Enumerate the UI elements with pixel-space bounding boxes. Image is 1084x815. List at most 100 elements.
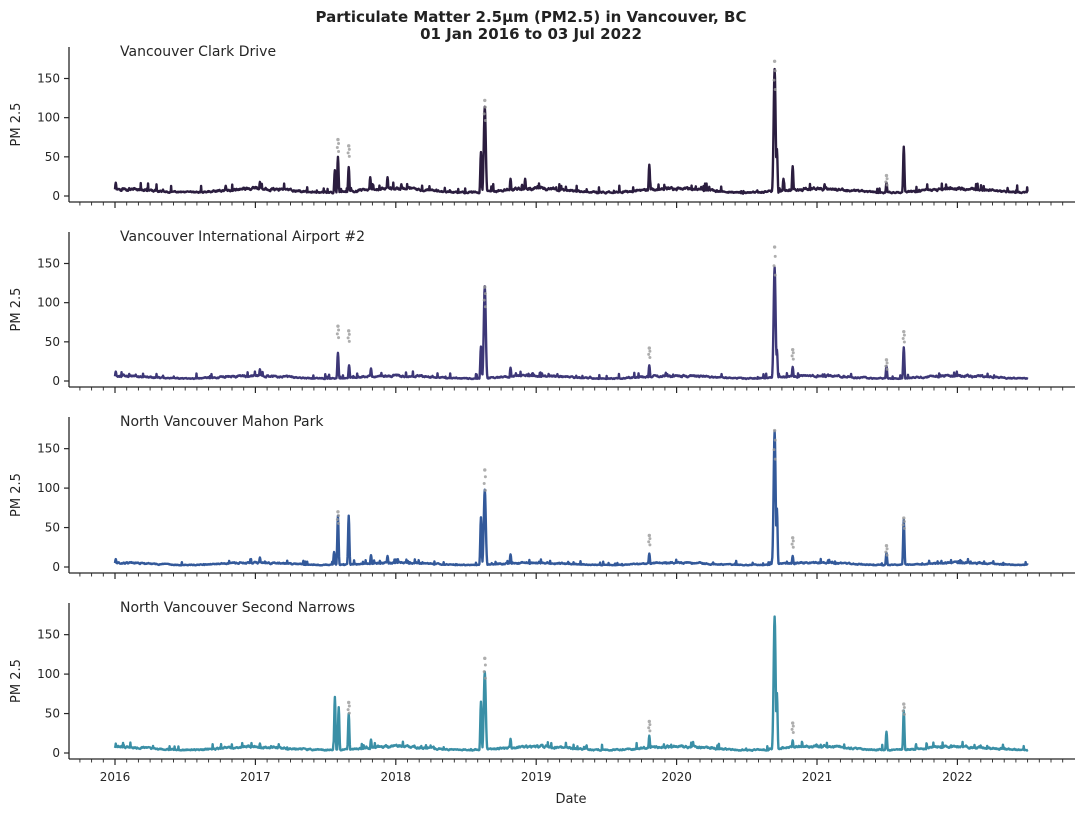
outlier-point [773,273,777,277]
outlier-point [885,547,889,551]
y-tick-label: 100 [37,296,60,310]
outlier-point [648,537,652,541]
outlier-point [483,663,487,667]
outlier-point [648,543,652,547]
panel-station-label: Vancouver International Airport #2 [120,229,365,245]
x-axis-tick-labels: 2016 2017 2018 2019 2020 2021 2022 [100,770,973,784]
panel-station-label: North Vancouver Mahon Park [120,414,324,430]
outlier-point [483,98,487,103]
outlier-point [884,544,889,548]
series-line [113,67,1029,195]
outlier-point [902,702,906,706]
outlier-point [773,254,777,258]
outlier-point [772,264,776,268]
outlier-point [772,448,776,452]
outlier-point [902,706,906,710]
outlier-point [772,245,777,249]
outlier-point [335,518,339,522]
outlier-point [901,709,905,713]
outlier-point [346,336,350,340]
outlier-point [791,351,795,355]
outlier-point [482,112,486,116]
y-axis-label: PM 2.5 [9,473,24,517]
y-tick-label: 150 [37,442,60,456]
outlier-point [884,550,888,554]
outlier-point [337,521,341,525]
panel-2: Vancouver International Airport #2 PM 2.5… [9,229,1075,393]
outlier-point [337,514,341,518]
outlier-point [647,352,651,356]
y-tick-label: 100 [37,111,60,125]
outlier-point [483,475,487,479]
outlier-point [482,482,486,486]
chart-title: Particulate Matter 2.5µm (PM2.5) in Vanc… [316,8,747,26]
outlier-point [885,367,889,371]
y-tick-label: 0 [52,189,60,203]
outlier-point [901,337,905,341]
outlier-point [483,105,487,109]
x-tick-label: 2017 [240,770,271,784]
outlier-point [337,328,341,332]
outlier-point [791,539,795,543]
outlier-point [346,708,350,712]
outlier-point [790,727,794,731]
outlier-point [347,329,351,333]
outlier-point [902,340,906,344]
outlier-point [648,723,652,727]
outlier-point [901,523,905,527]
outlier-point [336,510,340,514]
y-tick-label: 150 [37,628,60,642]
outlier-point [483,119,487,123]
outlier-point [902,333,906,337]
outlier-point [347,144,351,148]
x-tick-label: 2018 [381,770,412,784]
outlier-point [902,526,906,530]
outlier-point [791,357,795,361]
outlier-point [347,154,351,158]
y-axis-label: PM 2.5 [9,659,24,703]
outlier-point [791,545,795,549]
outlier-point [791,730,795,734]
y-tick-label: 100 [37,667,60,681]
y-tick-label: 150 [37,257,60,271]
outlier-point [772,428,777,433]
outlier-point [773,88,777,92]
outlier-point [885,177,889,181]
outlier-point [773,457,777,461]
outlier-point [336,324,340,328]
chart-subtitle: 01 Jan 2016 to 03 Jul 2022 [420,25,642,43]
outlier-point [647,346,652,350]
outlier-point [772,59,777,63]
y-tick-label: 50 [45,707,60,721]
outlier-point [482,670,486,674]
outlier-point [483,488,487,492]
outlier-point [791,724,795,728]
outlier-point [347,332,351,336]
outlier-point [483,676,487,680]
outlier-point [647,719,652,724]
series-line [113,615,1029,752]
outlier-point [790,354,794,358]
outlier-point [647,726,651,730]
x-tick-label: 2021 [802,770,833,784]
outlier-point [483,468,487,472]
outlier-point [648,729,652,733]
outlier-point [790,721,795,725]
y-tick-label: 0 [52,560,60,574]
y-axis-label: PM 2.5 [9,103,24,147]
outlier-point [884,358,889,362]
outlier-point [347,339,351,343]
outlier-point [773,69,777,73]
panel-3: North Vancouver Mahon Park PM 2.5 0 50 100 15… [9,414,1075,579]
outlier-point [648,356,652,359]
outlier-point [483,285,487,289]
x-tick-label: 2016 [100,770,131,784]
x-tick-label: 2019 [521,770,552,784]
outlier-point [347,147,351,151]
y-axis-label: PM 2.5 [9,288,24,332]
y-tick-label: 0 [52,746,60,760]
outlier-point [335,145,339,149]
outlier-point [885,361,889,365]
outlier-point [337,336,341,340]
